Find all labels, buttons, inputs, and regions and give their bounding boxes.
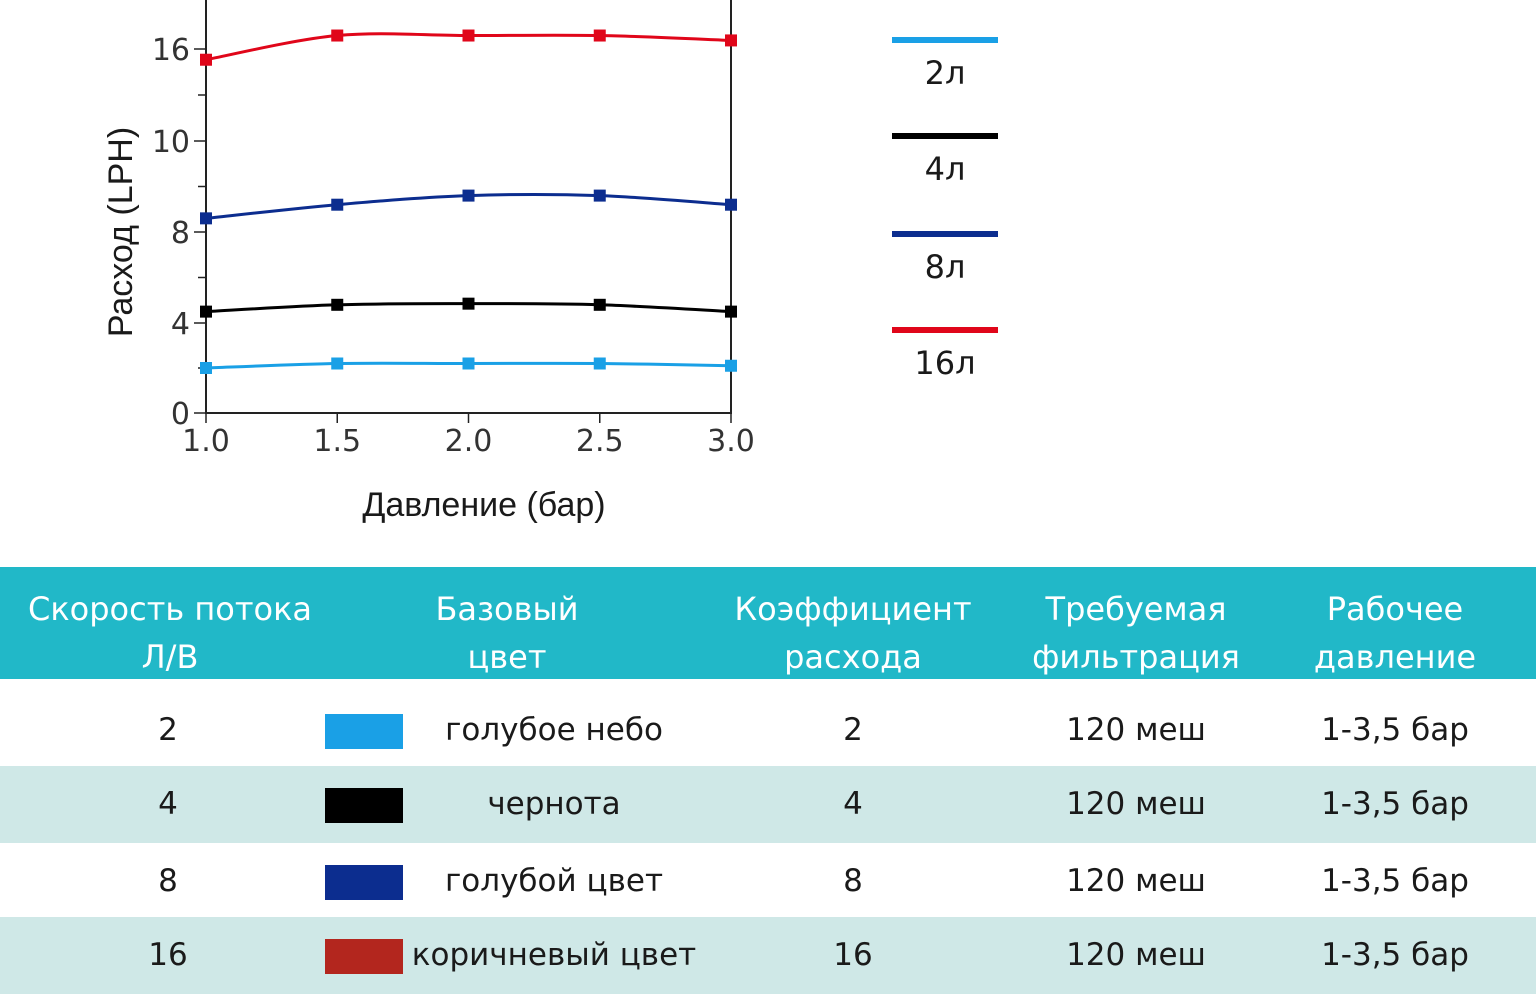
data-point [593,29,606,42]
data-point [725,305,737,318]
header-base-color: Базовый цвет [435,590,579,676]
data-point [331,198,344,211]
y-tick-label: 4 [171,307,190,342]
series-8л [200,189,737,225]
data-point [200,305,212,318]
color-swatch [325,714,403,749]
legend-item: 2л [892,37,998,92]
y-tick-label: 8 [171,216,190,251]
color-swatch [325,788,403,823]
data-point [200,53,212,66]
header-flow-coefficient: Коэффициент расхода [734,590,972,676]
legend-item: 8л [892,231,998,286]
y-tick-label: 10 [152,125,190,160]
cell-color-name: коричневый цвет [411,937,697,973]
cell-color-name: чернота [487,786,621,822]
table-row: 8 голубой цвет 8 120 меш 1-3,5 бар [0,843,1536,920]
cell-coefficient: 4 [843,786,863,822]
data-point [725,359,737,372]
series-16л [200,29,737,66]
cell-flow: 16 [148,937,188,973]
data-point [462,189,475,202]
chart-axes: 0 4 8 10 16 1.0 1.5 2.0 2.5 3.0 [152,0,755,459]
data-point [593,298,606,311]
legend-label: 2л [925,54,966,92]
legend-item: 16л [892,327,998,382]
chart-series-layer [200,29,737,374]
x-tick-label: 2.5 [576,424,624,459]
data-point [725,34,737,47]
y-axis-label: Расход (LPH) [102,127,140,337]
table-row: 16 коричневый цвет 16 120 меш 1-3,5 бар [0,917,1536,994]
cell-filtration: 120 меш [1066,712,1206,748]
data-point [462,357,475,370]
data-point [200,362,212,374]
table-row: 2 голубое небо 2 120 меш 1-3,5 бар [0,692,1536,769]
table-header: Скорость потока Л/В Базовый цвет Коэффиц… [0,567,1536,679]
series-2л [200,357,737,374]
cell-filtration: 120 меш [1066,937,1206,973]
data-point [462,29,475,42]
color-swatch [325,939,403,974]
x-tick-label: 1.5 [313,424,361,459]
data-point [331,29,344,42]
x-tick-label: 3.0 [707,424,755,459]
chart-legend: 2л 4л 8л 16л [892,37,998,382]
data-point [331,298,344,311]
data-point [462,297,475,310]
cell-flow: 2 [158,712,178,748]
cell-coefficient: 16 [833,937,873,973]
series-4л [200,297,737,318]
data-point [725,198,737,211]
flow-rate-chart: 0 4 8 10 16 1.0 1.5 2.0 2.5 3.0 Давление (бар) Ра… [102,0,998,524]
plot-frame [205,0,732,414]
specs-table: Скорость потока Л/В Базовый цвет Коэффиц… [0,567,1536,994]
header-filtration: Требуемая фильтрация [1032,590,1240,676]
y-tick-label: 0 [171,397,190,432]
table-row: 4 чернота 4 120 меш 1-3,5 бар [0,766,1536,843]
legend-label: 8л [925,248,966,286]
cell-color-name: голубое небо [445,712,663,748]
header-working-pressure: Рабочее давление [1313,590,1477,676]
legend-label: 16л [914,344,975,382]
data-point [331,357,344,370]
x-tick-label: 2.0 [445,424,493,459]
cell-pressure: 1-3,5 бар [1321,712,1469,748]
y-tick-label: 16 [152,33,190,68]
data-point [200,212,212,225]
cell-pressure: 1-3,5 бар [1321,786,1469,822]
cell-pressure: 1-3,5 бар [1321,863,1469,899]
cell-color-name: голубой цвет [445,863,663,899]
header-flow-rate: Скорость потока Л/В [27,590,313,676]
cell-flow: 8 [158,863,178,899]
data-point [593,357,606,370]
cell-coefficient: 8 [843,863,863,899]
color-swatch [325,865,403,900]
legend-item: 4л [892,133,998,188]
x-axis-label: Давление (бар) [362,486,605,524]
cell-filtration: 120 меш [1066,786,1206,822]
cell-coefficient: 2 [843,712,863,748]
cell-pressure: 1-3,5 бар [1321,937,1469,973]
x-tick-label: 1.0 [182,424,230,459]
cell-flow: 4 [158,786,178,822]
data-point [593,189,606,202]
legend-label: 4л [925,150,966,188]
cell-filtration: 120 меш [1066,863,1206,899]
